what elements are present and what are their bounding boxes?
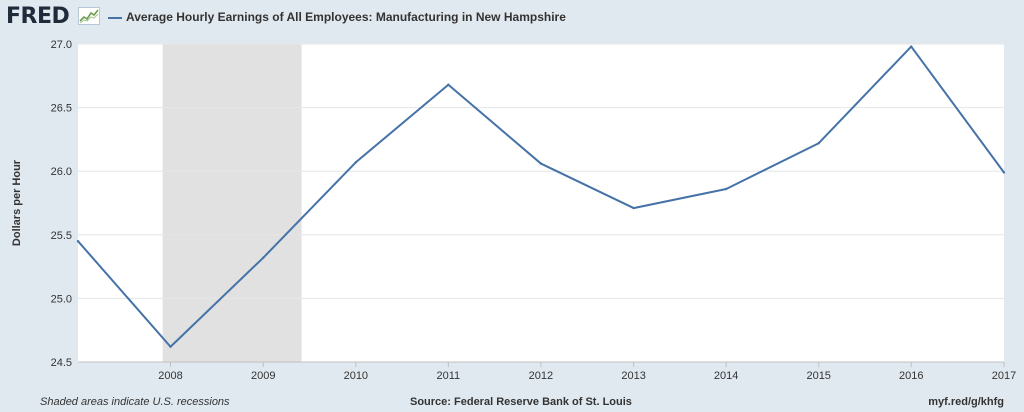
recession-note: Shaded areas indicate U.S. recessions [40,396,230,408]
grid-lines [78,43,1004,363]
data-point-0-3 [354,161,358,164]
data-point-0-0 [76,239,80,243]
series-layer [76,45,1006,348]
data-point-0-8 [817,142,820,145]
fred-logo[interactable]: FRED [6,4,70,29]
x-tick-label-8: 2016 [899,370,923,382]
x-tick-label-5: 2013 [621,370,645,382]
fred-chart-icon [78,7,100,25]
recession-shading [162,44,302,362]
data-point-0-9 [910,45,913,48]
x-axis: 2008 2009 2010 2011 2012 2013 2014 2015 2016 2017 [158,362,1016,382]
y-tick-label-3: 26.0 [51,166,72,178]
y-tick-label-2: 25.5 [51,230,72,242]
x-tick-label-4: 2012 [529,370,553,382]
y-axis: 24.5 25.0 25.5 26.0 26.5 27.0 [51,39,72,369]
y-axis-label: Dollars per Hour [11,159,23,246]
x-tick-label-7: 2015 [806,370,830,382]
y-tick-label-1: 25.0 [51,293,72,305]
x-tick-label-0: 2008 [158,370,182,382]
chart-footer: Shaded areas indicate U.S. recessions So… [0,392,1024,412]
legend-series-label[interactable]: Average Hourly Earnings of All Employees… [126,10,566,24]
data-point-0-2 [262,256,265,259]
y-tick-label-0: 24.5 [51,357,72,369]
x-tick-label-9: 2017 [992,370,1016,382]
data-point-0-1 [169,345,172,348]
data-point-0-10 [1002,171,1006,174]
x-tick-label-1: 2009 [251,370,275,382]
data-point-0-7 [724,187,728,191]
short-link[interactable]: myf.red/g/khfg [928,396,1004,408]
data-point-0-4 [447,83,450,86]
recession-band-0 [162,44,302,362]
y-tick-label-4: 26.5 [51,103,72,115]
x-tick-label-3: 2011 [437,370,461,382]
data-point-0-6 [632,206,635,210]
x-tick-label-2: 2010 [344,370,368,382]
line-chart: 24.5 25.0 25.5 26.0 26.5 27.0 2008 2009 2010 201… [11,39,1016,382]
data-point-0-5 [539,162,543,165]
y-tick-label-5: 27.0 [51,39,72,51]
chart-header: FRED Average Hourly Earnings of All Empl… [0,0,1024,38]
source-text: Source: Federal Reserve Bank of St. Loui… [410,396,632,408]
legend-swatch [108,17,122,19]
x-tick-label-6: 2014 [714,370,738,382]
